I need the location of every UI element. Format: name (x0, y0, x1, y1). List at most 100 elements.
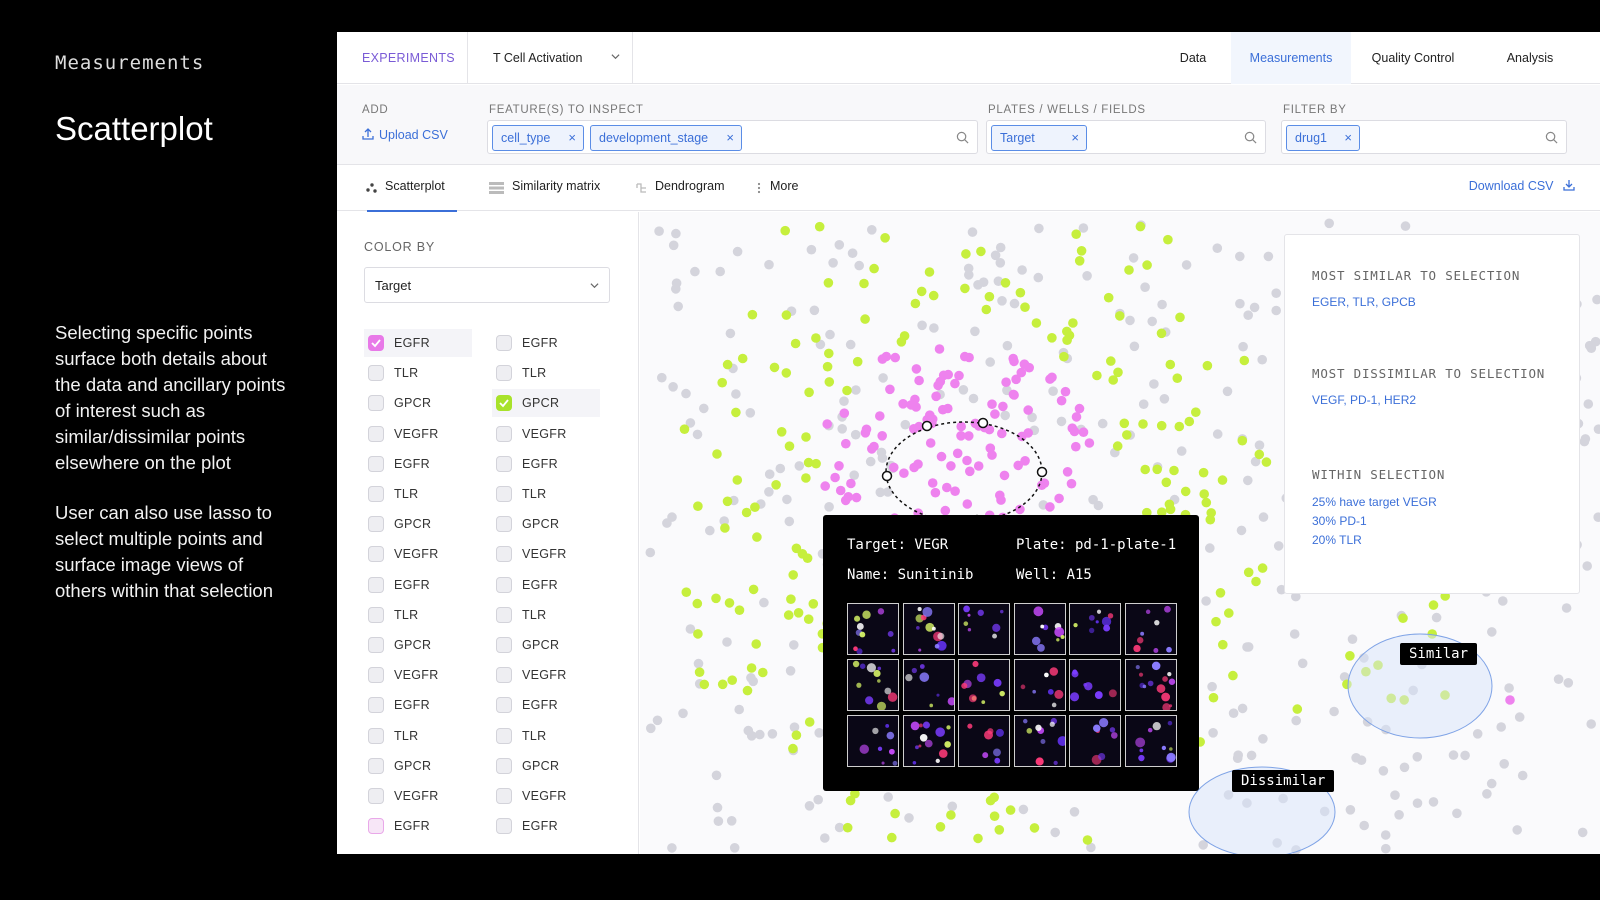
scatter-point[interactable] (1218, 639, 1228, 650)
scatter-point[interactable] (1161, 477, 1172, 488)
target-checkbox-gpcr[interactable]: GPCR (364, 510, 472, 538)
feature-chip-development-stage[interactable]: development_stage × (590, 125, 742, 151)
scatter-point[interactable] (946, 461, 956, 471)
scatter-point[interactable] (1583, 399, 1594, 409)
scatter-point[interactable] (1037, 480, 1047, 491)
scatter-point[interactable] (1157, 299, 1167, 310)
scatter-point[interactable] (1045, 502, 1055, 512)
scatter-point[interactable] (1198, 840, 1208, 850)
scatter-point[interactable] (722, 637, 732, 647)
scatter-point[interactable] (1412, 798, 1423, 808)
scatter-point[interactable] (741, 507, 752, 518)
scatter-point[interactable] (965, 466, 975, 477)
scatter-point[interactable] (850, 788, 860, 799)
scatter-point[interactable] (1496, 722, 1506, 732)
target-checkbox-vegfr[interactable]: VEGFR (492, 782, 600, 810)
scatter-point[interactable] (1400, 221, 1411, 231)
checkbox-icon[interactable] (368, 546, 384, 563)
scatter-point[interactable] (1191, 407, 1201, 417)
scatter-point[interactable] (803, 457, 814, 468)
scatter-point[interactable] (1069, 426, 1080, 437)
scatter-point[interactable] (693, 629, 703, 639)
scatter-point[interactable] (814, 221, 825, 232)
scatter-point[interactable] (910, 298, 921, 309)
scatter-point[interactable] (964, 431, 974, 441)
target-checkbox-tlr[interactable]: TLR (364, 722, 472, 750)
scatter-point[interactable] (1086, 842, 1096, 853)
plate-chip-target[interactable]: Target × (991, 125, 1087, 151)
target-checkbox-egfr[interactable]: EGFR (364, 691, 472, 719)
remove-icon[interactable]: × (1344, 130, 1352, 145)
scatter-point[interactable] (820, 833, 830, 843)
experiment-selector[interactable]: T Cell Activation (467, 32, 633, 84)
scatter-point[interactable] (867, 225, 877, 235)
scatter-point[interactable] (711, 770, 722, 781)
scatter-point[interactable] (896, 337, 907, 347)
scatter-point[interactable] (793, 608, 804, 618)
scatter-point[interactable] (764, 469, 775, 480)
checkbox-icon[interactable] (496, 818, 512, 835)
cell-image-thumbnail[interactable] (902, 659, 955, 711)
scatter-point[interactable] (808, 599, 819, 609)
scatter-point[interactable] (875, 487, 886, 498)
scatter-point[interactable] (791, 543, 802, 554)
scatter-point[interactable] (1020, 302, 1030, 312)
target-checkbox-tlr[interactable]: TLR (492, 722, 600, 750)
scatter-point[interactable] (1082, 271, 1092, 281)
scatter-point[interactable] (1172, 373, 1183, 383)
scatter-point[interactable] (1593, 512, 1600, 522)
target-checkbox-tlr[interactable]: TLR (364, 480, 472, 508)
scatter-point[interactable] (834, 461, 844, 471)
scatter-point[interactable] (841, 438, 851, 449)
scatter-point[interactable] (842, 385, 852, 396)
target-checkbox-egfr[interactable]: EGFR (492, 450, 600, 478)
scatter-point[interactable] (927, 478, 938, 488)
scatter-point[interactable] (900, 419, 911, 430)
scatter-point[interactable] (1254, 440, 1265, 450)
scatter-point[interactable] (679, 424, 690, 434)
scatter-point[interactable] (678, 708, 688, 719)
scatter-point[interactable] (746, 663, 757, 673)
target-checkbox-tlr[interactable]: TLR (492, 601, 600, 629)
scatter-point[interactable] (997, 428, 1007, 439)
cell-image-thumbnail[interactable] (1013, 659, 1066, 711)
scatter-point[interactable] (1124, 265, 1134, 275)
scatter-point[interactable] (973, 833, 983, 844)
scatter-point[interactable] (1078, 427, 1089, 437)
checkbox-icon[interactable] (496, 455, 512, 472)
target-checkbox-vegfr[interactable]: VEGFR (364, 782, 472, 810)
scatter-point[interactable] (909, 424, 919, 434)
checkbox-icon[interactable] (368, 516, 384, 533)
scatter-point[interactable] (802, 553, 813, 563)
scatter-point[interactable] (916, 286, 927, 297)
search-icon[interactable] (1545, 131, 1558, 144)
scatter-point[interactable] (1015, 287, 1026, 298)
scatter-point[interactable] (1431, 612, 1442, 623)
scatter-point[interactable] (984, 424, 995, 435)
scatter-point[interactable] (1002, 340, 1013, 351)
scatter-point[interactable] (727, 675, 737, 685)
checkbox-icon[interactable] (368, 818, 384, 835)
scatter-point[interactable] (950, 378, 960, 389)
scatter-point[interactable] (1078, 223, 1089, 233)
scatter-point[interactable] (1228, 708, 1239, 718)
scatter-point[interactable] (1586, 719, 1596, 729)
checkbox-icon[interactable] (368, 697, 384, 714)
checkbox-checked-icon[interactable] (496, 395, 512, 412)
scatter-point[interactable] (1582, 561, 1592, 571)
scatter-point[interactable] (950, 486, 960, 497)
scatter-point[interactable] (790, 338, 801, 349)
lasso-handle[interactable] (921, 420, 933, 432)
scatter-point[interactable] (1428, 797, 1439, 807)
target-checkbox-egfr[interactable]: EGFR (492, 812, 600, 840)
remove-icon[interactable]: × (1071, 130, 1079, 145)
scatter-point[interactable] (935, 822, 946, 832)
checkbox-icon[interactable] (496, 667, 512, 684)
search-icon[interactable] (956, 131, 969, 144)
scatter-point[interactable] (883, 487, 893, 497)
scatter-point[interactable] (1398, 613, 1408, 623)
scatter-point[interactable] (1138, 399, 1149, 409)
scatter-point[interactable] (1106, 356, 1116, 366)
scatter-point[interactable] (931, 391, 941, 402)
scatter-point[interactable] (1023, 405, 1033, 415)
